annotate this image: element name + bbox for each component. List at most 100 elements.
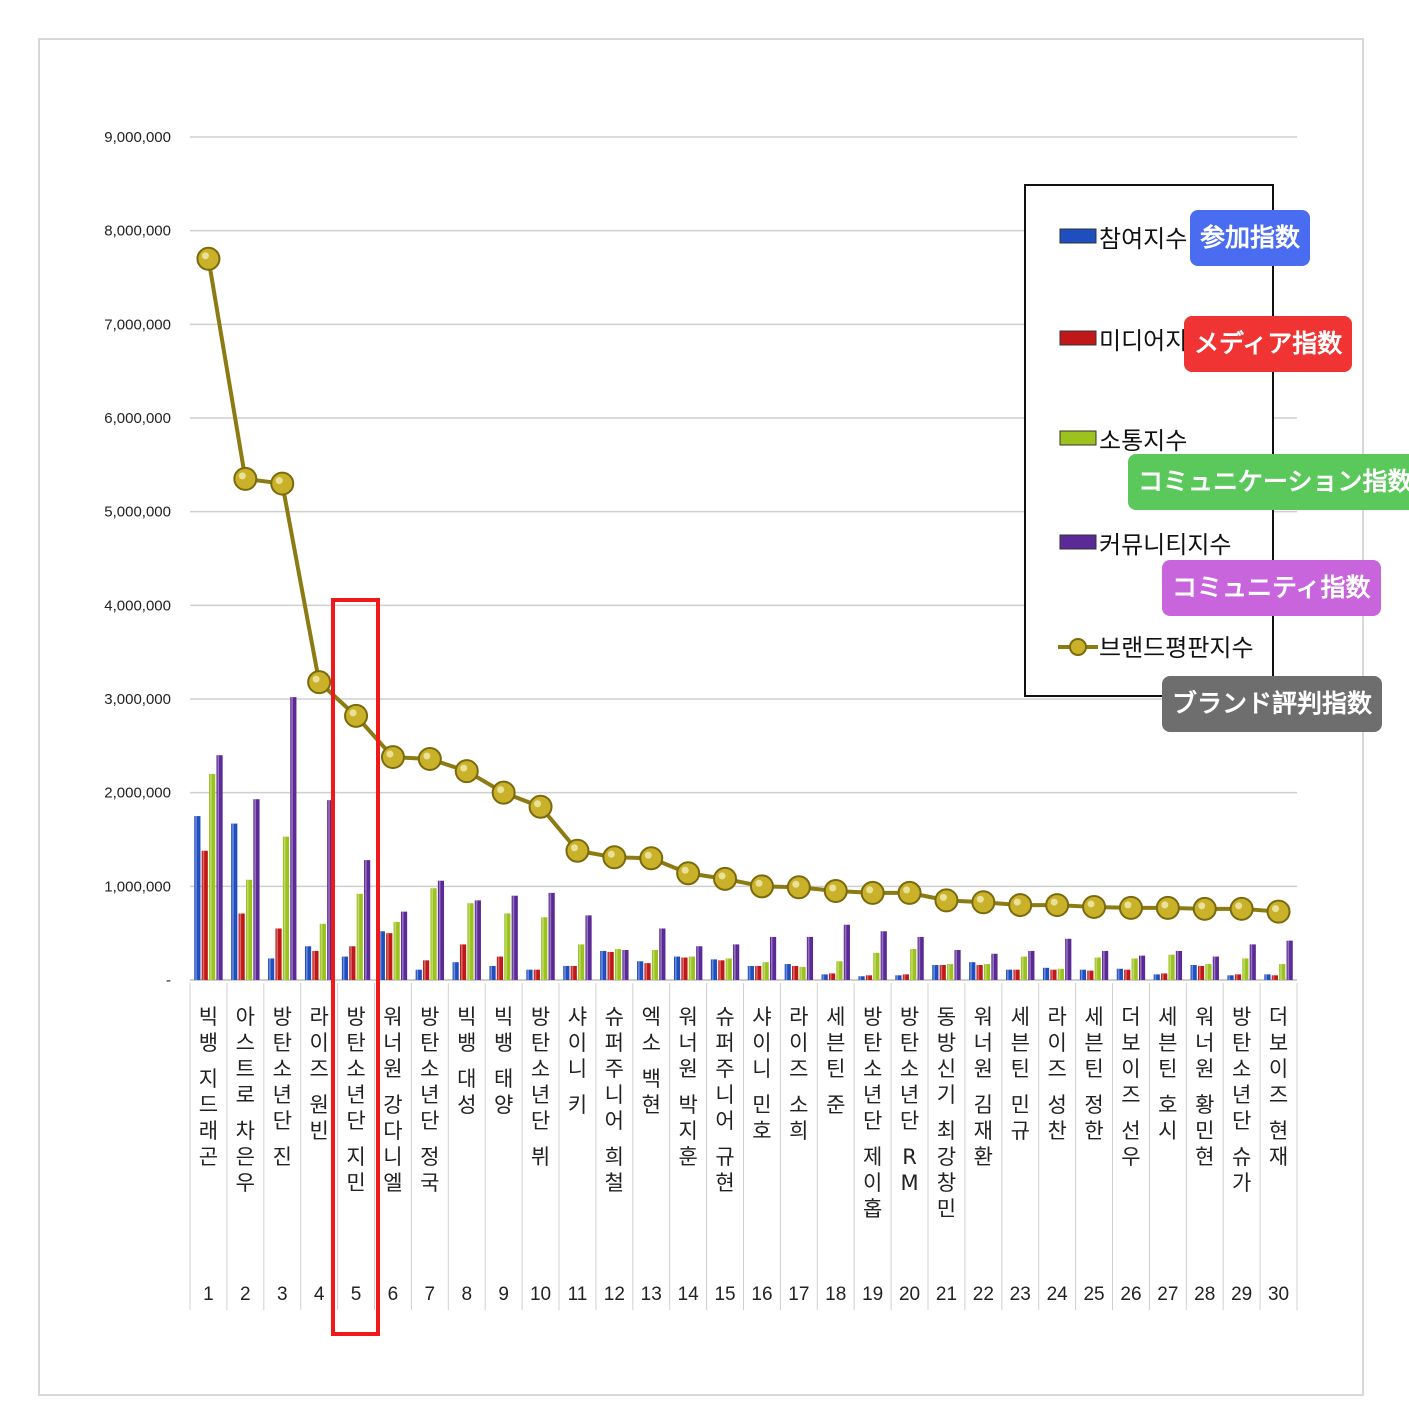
- bar-3-rank-10: [541, 917, 548, 980]
- line-point-shine: [718, 872, 726, 880]
- line-point-rank-21: [934, 888, 959, 913]
- category-labels: 빅 뱅 지 드 래 곤 1 아 스 트 로 차 은 우 2 방 탄 소 년 단 진 3 라 이 즈 원 빈 4 방 탄 소 년 단 지 민 5 워 너 원 강…: [199, 1005, 1289, 1305]
- rank-label: 23: [1010, 1284, 1031, 1305]
- bar-shine: [350, 946, 352, 980]
- bar-3-rank-5: [356, 893, 363, 980]
- bar-shine: [512, 895, 515, 980]
- bar-shine: [1272, 975, 1275, 980]
- line-point-rank-2: [233, 466, 258, 491]
- bar-2-rank-30: [1271, 975, 1278, 980]
- bar-shine: [1095, 957, 1098, 980]
- bar-shine: [1162, 973, 1164, 980]
- legend-swatch: [1059, 330, 1097, 346]
- bar-4-rank-8: [474, 900, 481, 980]
- y-tick-label: 5,000,000: [104, 504, 171, 521]
- bar-3-rank-9: [504, 913, 511, 980]
- bar-4-rank-26: [1138, 955, 1146, 980]
- bar-shine: [1228, 975, 1231, 980]
- bar-shine: [1176, 950, 1179, 980]
- bar-1-rank-6: [378, 931, 385, 980]
- bar-shine: [896, 975, 898, 980]
- bar-shine: [638, 961, 640, 980]
- bar-shine: [1043, 967, 1046, 980]
- line-point-shine: [1161, 901, 1169, 909]
- bar-shine: [571, 965, 574, 980]
- y-tick-label: 8,000,000: [104, 223, 171, 240]
- category-22: 워 너 원 김 재 환 22: [973, 1005, 994, 1305]
- bar-4-rank-19: [880, 931, 887, 980]
- bar-1-rank-23: [1006, 969, 1013, 980]
- bar-3-rank-17: [799, 966, 806, 980]
- bar-1-rank-3: [268, 958, 275, 980]
- bar-3-rank-4: [319, 923, 326, 980]
- category-13: 엑 소 백 현 13: [641, 1005, 662, 1305]
- bar-4-rank-23: [1028, 950, 1035, 980]
- bar-shine: [239, 913, 242, 980]
- bar-4-rank-28: [1212, 956, 1219, 980]
- bar-4-rank-10: [548, 892, 555, 980]
- rank-label: 8: [461, 1284, 472, 1305]
- bar-2-rank-15: [718, 960, 725, 980]
- bar-shine: [1117, 968, 1120, 980]
- line-point-shine: [238, 472, 246, 480]
- bar-shine: [992, 953, 994, 980]
- line-point-rank-24: [1045, 893, 1070, 918]
- legend-label: 참여지수: [1099, 225, 1187, 253]
- bar-shine: [497, 956, 500, 980]
- bar-shine: [283, 836, 286, 980]
- bar-3-rank-3: [282, 836, 290, 980]
- bar-2-rank-12: [607, 951, 614, 980]
- bar-2-rank-20: [902, 974, 909, 980]
- bar-shine: [579, 944, 581, 980]
- bar-shine: [866, 975, 869, 980]
- bar-shine: [542, 917, 544, 980]
- y-tick-label: 4,000,000: [104, 597, 171, 614]
- line-point-shine: [681, 866, 689, 874]
- brand-reputation-line: [196, 246, 1291, 924]
- bar-shine: [645, 963, 648, 980]
- bar-2-rank-3: [275, 928, 282, 980]
- line-point-shine: [607, 850, 615, 858]
- line-point-shine: [386, 750, 394, 758]
- category-19: 방 탄 소 년 단 제 이 홉 19: [862, 1005, 883, 1305]
- y-tick-label: 6,000,000: [104, 410, 171, 427]
- bar-shine: [793, 965, 795, 980]
- bar-3-rank-28: [1205, 964, 1212, 980]
- bar-3-rank-30: [1279, 964, 1286, 980]
- bar-shine: [1014, 969, 1017, 980]
- line-point-rank-30: [1266, 899, 1291, 924]
- legend-item-4: 커뮤니티지수: [1059, 531, 1231, 559]
- bar-shine: [490, 965, 493, 980]
- bar-2-rank-18: [828, 973, 836, 980]
- line-point-shine: [1272, 905, 1280, 913]
- bar-shine: [1058, 968, 1061, 980]
- bar-3-rank-16: [762, 962, 769, 980]
- rank-label: 22: [973, 1284, 994, 1305]
- line-point-shine: [755, 879, 763, 887]
- bar-shine: [401, 911, 404, 980]
- bar-4-rank-18: [843, 924, 850, 980]
- bar-1-rank-21: [932, 965, 939, 980]
- bar-shine: [1103, 950, 1105, 980]
- legend-marker: [1069, 638, 1087, 656]
- bar-shine: [711, 959, 714, 980]
- japanese-label-badge-5: ブランド評判指数: [1162, 676, 1383, 732]
- bar-4-rank-13: [659, 928, 666, 980]
- bar-4-rank-11: [585, 915, 592, 980]
- bar-2-rank-16: [755, 965, 762, 980]
- bar-4-rank-21: [954, 950, 961, 980]
- category-18: 세 븐 틴 준 18: [825, 1005, 846, 1305]
- bar-1-rank-26: [1116, 968, 1123, 980]
- bar-shine: [918, 936, 921, 980]
- bar-4-rank-27: [1175, 950, 1183, 980]
- category-30: 더 보 이 즈 현 재 30: [1268, 1005, 1289, 1305]
- category-17: 라 이 즈 소 희 17: [788, 1005, 809, 1305]
- rank-label: 19: [862, 1284, 883, 1305]
- bar-1-rank-8: [452, 962, 459, 980]
- bar-4-rank-17: [806, 936, 814, 980]
- bar-3-rank-26: [1131, 958, 1138, 980]
- bar-2-rank-13: [644, 963, 651, 980]
- japanese-label-badge-1: 参加指数: [1190, 210, 1311, 266]
